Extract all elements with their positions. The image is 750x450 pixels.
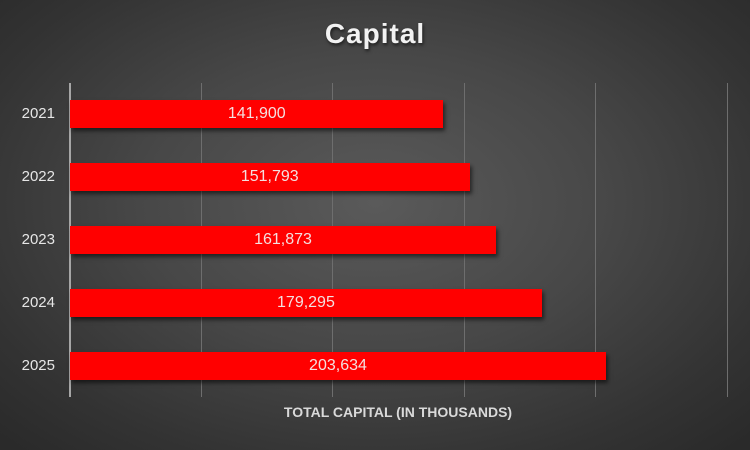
bar-value-label: 179,295	[277, 293, 335, 311]
category-label: 2022	[21, 168, 55, 186]
gridline	[727, 83, 728, 397]
bar-value-label: 151,793	[240, 168, 299, 186]
category-label: 2024	[21, 293, 55, 311]
x-axis-title: TOTAL CAPITAL (IN THOUSANDS)	[283, 404, 513, 420]
chart-title: Capital	[324, 18, 426, 49]
category-label: 2025	[21, 356, 55, 374]
gridline	[595, 83, 596, 397]
bar-value-label: 203,634	[309, 356, 367, 374]
bar-2024[interactable]: 179,295	[70, 288, 542, 317]
bar-value-label: 141,900	[227, 105, 286, 123]
bar-2022[interactable]: 151,793	[70, 163, 470, 192]
plot-area: 141,900 151,793 161,873 179,295 203,634	[69, 83, 728, 397]
bar-2023[interactable]: 161,873	[70, 226, 497, 254]
category-label: 2023	[21, 231, 55, 248]
bar-value-label: 161,873	[254, 231, 312, 248]
bar-2025[interactable]: 203,634	[70, 351, 606, 380]
bar-2021[interactable]: 141,900	[70, 100, 444, 129]
category-label: 2021	[21, 105, 55, 123]
